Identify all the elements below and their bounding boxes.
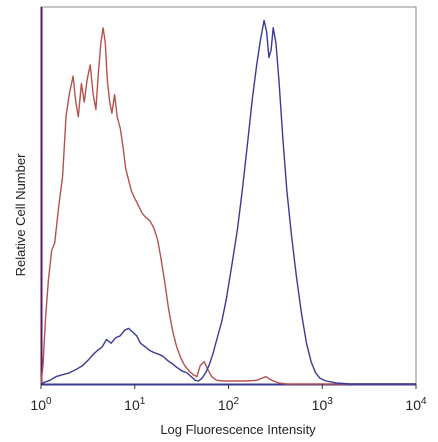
x-tick-label: 103 [312, 396, 334, 413]
x-tick-label: 101 [124, 396, 146, 413]
series-layer [40, 19, 416, 385]
x-axis-title: Log Fluorescence Intensity [160, 422, 316, 437]
plot-frame [40, 6, 417, 385]
x-tick-label: 100 [30, 396, 52, 413]
histogram-series-1 [40, 27, 416, 385]
histogram-series-2 [40, 19, 416, 385]
x-tick-label: 102 [218, 396, 240, 413]
x-tick-label: 104 [405, 396, 427, 413]
y-axis-title: Relative Cell Number [13, 153, 28, 276]
x-ticks: 100 101 102 103 104 [30, 384, 427, 413]
